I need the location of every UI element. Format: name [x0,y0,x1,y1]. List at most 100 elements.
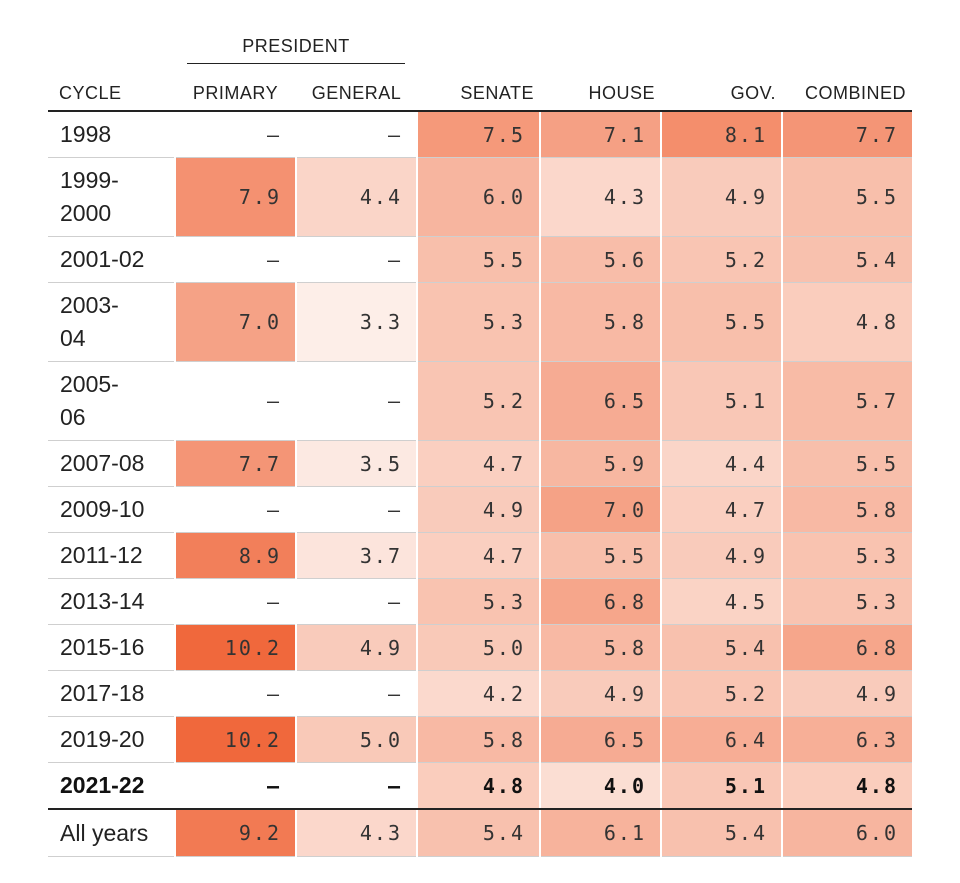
house-cell: 6.8 [540,578,662,625]
gov-cell: 4.9 [661,157,783,237]
col-header-primary: PRIMARY [175,64,296,112]
cycle-cell: 2017-18 [48,670,176,717]
gov-cell: 6.4 [661,716,783,763]
col-header-senate: SENATE [417,64,540,112]
house-cell: 7.1 [540,111,662,158]
house-cell: 5.9 [540,440,662,487]
primary-cell: – [175,670,297,717]
table-row: 2001-02– –5.5 5.6 5.2 5.4 [48,236,912,283]
primary-cell: – [175,486,297,533]
column-header-row: CYCLE PRIMARY GENERAL SENATE HOUSE GOV. … [48,64,912,112]
table-row: All years 9.2 4.3 5.4 6.1 5.4 6.0 [48,809,912,857]
cycle-cell: All years [48,809,176,857]
combined-cell: 4.9 [782,670,912,717]
primary-cell: 10.2 [175,716,297,763]
col-header-combined: COMBINED [782,64,912,112]
house-cell: 7.0 [540,486,662,533]
primary-cell: 7.9 [175,157,297,237]
house-cell: 4.3 [540,157,662,237]
general-cell: – [296,236,418,283]
combined-cell: 5.5 [782,440,912,487]
gov-cell: 4.9 [661,532,783,579]
primary-cell: 10.2 [175,624,297,671]
table-row: 2009-10– –4.9 7.0 4.7 5.8 [48,486,912,533]
cycle-cell: 1999- 2000 [48,157,176,237]
combined-cell: 5.3 [782,532,912,579]
table-row: 2015-16 10.2 4.9 5.0 5.8 5.4 6.8 [48,624,912,671]
primary-cell: – [175,236,297,283]
combined-cell: 7.7 [782,111,912,158]
table-row: 2021-22– –4.8 4.0 5.1 4.8 [48,762,912,810]
gov-cell: 5.4 [661,809,783,857]
senate-cell: 4.2 [417,670,541,717]
house-cell: 5.5 [540,532,662,579]
senate-cell: 5.0 [417,624,541,671]
house-cell: 5.8 [540,624,662,671]
senate-cell: 4.7 [417,440,541,487]
primary-cell: – [175,578,297,625]
gov-cell: 5.2 [661,670,783,717]
senate-cell: 4.7 [417,532,541,579]
senate-cell: 4.9 [417,486,541,533]
house-cell: 5.8 [540,282,662,362]
table-row: 2005- 06– –5.2 6.5 5.1 5.7 [48,361,912,441]
col-header-house: HOUSE [540,64,661,112]
senate-cell: 5.3 [417,282,541,362]
combined-cell: 5.3 [782,578,912,625]
table-row: 2013-14– –5.3 6.8 4.5 5.3 [48,578,912,625]
super-header-spacer [48,24,175,64]
senate-cell: 5.5 [417,236,541,283]
cycle-cell: 1998 [48,111,176,158]
house-cell: 5.6 [540,236,662,283]
primary-cell: 7.0 [175,282,297,362]
senate-cell: 7.5 [417,111,541,158]
president-group-header: PRESIDENT [175,24,417,64]
table-row: 2003- 04 7.0 3.3 5.3 5.8 5.5 4.8 [48,282,912,362]
cycle-cell: 2001-02 [48,236,176,283]
gov-cell: 5.1 [661,762,783,810]
general-cell: 3.3 [296,282,418,362]
house-cell: 4.0 [540,762,662,810]
col-header-general: GENERAL [296,64,417,112]
table-row: 2019-20 10.2 5.0 5.8 6.5 6.4 6.3 [48,716,912,763]
general-cell: 4.3 [296,809,418,857]
combined-cell: 6.3 [782,716,912,763]
combined-cell: 5.5 [782,157,912,237]
super-header-row: PRESIDENT [48,24,912,64]
gov-cell: 5.1 [661,361,783,441]
table-row: 2017-18– –4.2 4.9 5.2 4.9 [48,670,912,717]
general-cell: 4.9 [296,624,418,671]
cycle-cell: 2005- 06 [48,361,176,441]
gov-cell: 5.4 [661,624,783,671]
table-row: 2007-08 7.7 3.5 4.7 5.9 4.4 5.5 [48,440,912,487]
house-cell: 6.5 [540,716,662,763]
general-cell: 5.0 [296,716,418,763]
primary-cell: – [175,762,297,810]
senate-cell: 5.3 [417,578,541,625]
data-table: PRESIDENT CYCLE PRIMARY GENERAL SENATE H… [48,24,912,857]
primary-cell: 7.7 [175,440,297,487]
general-cell: – [296,361,418,441]
gov-cell: 8.1 [661,111,783,158]
cycle-cell: 2021-22 [48,762,176,810]
house-cell: 6.1 [540,809,662,857]
general-cell: – [296,670,418,717]
gov-cell: 5.5 [661,282,783,362]
cycle-cell: 2007-08 [48,440,176,487]
cycle-cell: 2011-12 [48,532,176,579]
combined-cell: 5.4 [782,236,912,283]
cycle-cell: 2003- 04 [48,282,176,362]
combined-cell: 5.7 [782,361,912,441]
gov-cell: 4.5 [661,578,783,625]
primary-cell: – [175,111,297,158]
general-cell: 4.4 [296,157,418,237]
combined-cell: 5.8 [782,486,912,533]
combined-cell: 6.8 [782,624,912,671]
senate-cell: 5.2 [417,361,541,441]
general-cell: – [296,762,418,810]
combined-cell: 6.0 [782,809,912,857]
cycle-cell: 2019-20 [48,716,176,763]
combined-cell: 4.8 [782,282,912,362]
primary-cell: – [175,361,297,441]
senate-cell: 4.8 [417,762,541,810]
